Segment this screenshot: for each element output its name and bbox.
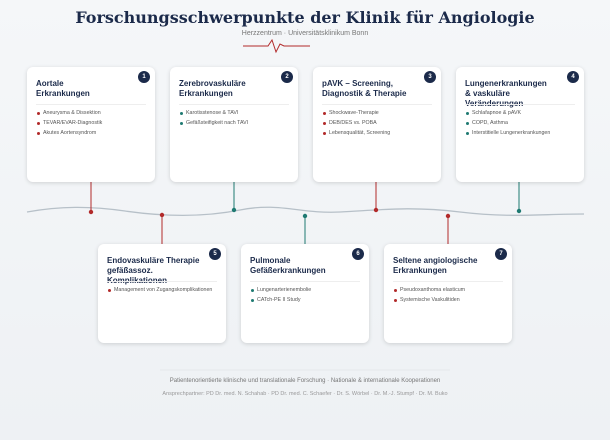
card: 7 Seltene angiologische Erkrankungen Pseudo… [384,244,512,343]
bullet-item: Karotisstenose & TAVI [180,110,291,117]
wave-dot [373,207,379,213]
divider [465,104,575,105]
bullet-dot [466,122,469,125]
bullet-item: Pseudoxanthoma elasticum [394,287,505,294]
footer-line: Patientenorientierte klinische und trans… [169,378,441,384]
wave-dot [88,209,94,215]
wave [26,206,585,217]
title-line: Diagnostik & Therapie [322,89,407,98]
card-title: Seltene angiologische Erkrankungen [393,256,498,276]
bullet-item: TEVAR/EVAR-Diagnostik [37,120,148,127]
divider [322,104,432,105]
title-line: Lungenerkrankungen [465,79,547,88]
wave-dot [231,207,237,213]
title-line: Endovaskuläre Therapie [107,256,200,265]
bullet-dot [180,112,183,115]
title-line: Zerebrovaskuläre [179,79,246,88]
wave-dot [516,208,522,214]
title: Forschungsschwerpunkte der Klinik für An… [75,8,535,27]
card: 2 Zerebrovaskuläre Erkrankungen Karotissten… [170,67,298,182]
badge: 5 [209,248,221,260]
title-line: pAVK – Screening, [322,79,393,88]
title-line: Erkrankungen [36,89,90,98]
bullet-item: Aneurysma & Dissektion [37,110,148,117]
title-line: gefäßassoz. Komplikationen [107,266,168,285]
bullet-dot [251,299,254,302]
bullet-dot [323,122,326,125]
bullet-item: Shockwave-Therapie [323,110,434,117]
bullet-item: Management von Zugangskomplikationen [108,287,219,294]
title-line: Erkrankungen [179,89,233,98]
card-title: Endovaskuläre Therapie gefäßassoz. Kompli… [107,256,212,286]
divider [250,281,360,282]
badge: 2 [281,71,293,83]
badge: 6 [352,248,364,260]
card: 1 Aortale Erkrankungen Aneurysma & Dissekti… [27,67,155,182]
bullet-item: Systemische Vaskulitiden [394,297,505,304]
badge: 4 [567,71,579,83]
bullet-item: Schlafapnoe & pAVK [466,110,577,117]
title-line: Seltene angiologische [393,256,478,265]
title-line: Erkrankungen [393,266,447,275]
bullet-dot [466,112,469,115]
divider [107,281,217,282]
bullet-item: Gefäßsteifigkeit nach TAVI [180,120,291,127]
footer-contacts: Ansprechpartner: PD Dr. med. N. Schahab … [162,391,448,397]
bullet-dot [323,112,326,115]
bullet-item: Lungenarterienembolie [251,287,362,294]
divider [393,281,503,282]
bullet-dot [394,289,397,292]
card: 4 Lungenerkrankungen & vaskuläre Veränderu… [456,67,584,182]
bullet-item: CATch-PE II Study [251,297,362,304]
title-line: & vaskuläre Veränderungen [465,89,524,108]
card-title: Zerebrovaskuläre Erkrankungen [179,79,284,99]
card-title: pAVK – Screening, Diagnostik & Therapie [322,79,427,99]
wave-dot [302,213,308,219]
badge: 1 [138,71,150,83]
card: 5 Endovaskuläre Therapie gefäßassoz. Kompl… [98,244,226,343]
card-title: Pulmonale Gefäßerkrankungen [250,256,355,276]
bullet-dot [180,122,183,125]
bullet-item: COPD, Asthma [466,120,577,127]
bullet-dot [251,289,254,292]
bullet-dot [37,122,40,125]
wave-dot [445,213,451,219]
card: 3 pAVK – Screening, Diagnostik & Therapie S… [313,67,441,182]
divider [179,104,289,105]
bullet-dot [108,289,111,292]
bullet-item: Lebensqualität, Screening [323,130,434,137]
badge: 7 [495,248,507,260]
bullet-dot [394,299,397,302]
divider [36,104,146,105]
bullet-item: Akutes Aortensyndrom [37,130,148,137]
bullet-dot [37,112,40,115]
card-title: Aortale Erkrankungen [36,79,141,99]
bullet-dot [37,132,40,135]
title-line: Gefäßerkrankungen [250,266,326,275]
ecg-line [243,38,310,54]
card: 6 Pulmonale Gefäßerkrankungen Lungenarterie… [241,244,369,343]
badge: 3 [424,71,436,83]
bullet-dot [466,132,469,135]
bullet-dot [323,132,326,135]
card-title: Lungenerkrankungen & vaskuläre Veränderun… [465,79,570,109]
subtitle: Herzzentrum · Universitätsklinikum Bonn [241,30,369,37]
title-line: Pulmonale [250,256,291,265]
bullet-item: DEB/DES vs. POBA [323,120,434,127]
title-line: Aortale [36,79,64,88]
wave-dot [159,212,165,218]
bullet-item: Interstitielle Lungenerkrankungen [466,130,577,137]
